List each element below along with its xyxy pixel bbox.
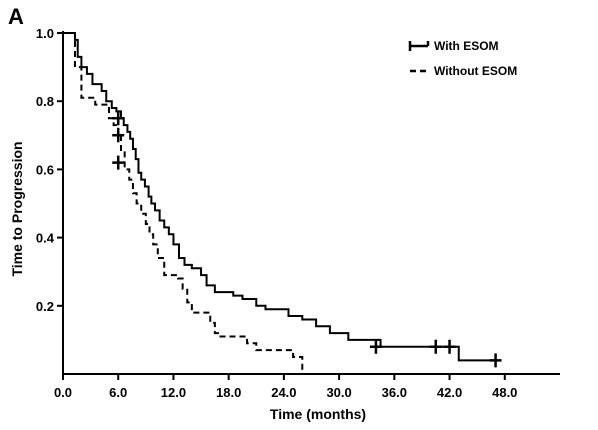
censor-marks bbox=[112, 111, 502, 368]
y-axis-label: Time to Progression bbox=[9, 141, 25, 276]
censor-mark bbox=[443, 339, 456, 354]
censor-mark bbox=[112, 111, 125, 126]
series-line-with-esom bbox=[63, 32, 501, 362]
x-axis-label: Time (months) bbox=[270, 406, 366, 422]
censor-mark bbox=[429, 339, 442, 354]
x-ticks: 0.0 6.0 12.0 18.0 24.0 30.0 36.0 42.0 48.0 bbox=[54, 374, 517, 400]
y-ticks: 0.2 0.4 0.6 0.8 1.0 bbox=[36, 26, 63, 314]
x-tick-label: 42.0 bbox=[437, 385, 462, 400]
x-tick-label: 30.0 bbox=[326, 385, 351, 400]
legend: With ESOM Without ESOM bbox=[408, 39, 517, 78]
series-group bbox=[63, 32, 501, 374]
x-tick-label: 12.0 bbox=[161, 385, 186, 400]
censor-mark bbox=[112, 128, 125, 143]
y-tick-label: 1.0 bbox=[36, 26, 54, 41]
legend-label: Without ESOM bbox=[434, 64, 517, 78]
censor-mark bbox=[489, 353, 502, 368]
legend-label: With ESOM bbox=[434, 39, 499, 53]
y-tick-label: 0.4 bbox=[36, 231, 55, 246]
x-tick-label: 6.0 bbox=[109, 385, 127, 400]
censor-mark bbox=[369, 339, 382, 354]
x-tick-label: 0.0 bbox=[54, 385, 72, 400]
panel-label: A bbox=[8, 4, 24, 29]
censor-mark bbox=[112, 155, 125, 170]
x-tick-label: 36.0 bbox=[382, 385, 407, 400]
series-line-without-esom bbox=[63, 32, 304, 374]
y-tick-label: 0.6 bbox=[36, 162, 54, 177]
x-tick-label: 24.0 bbox=[271, 385, 296, 400]
x-tick-label: 18.0 bbox=[216, 385, 241, 400]
y-tick-label: 0.2 bbox=[36, 299, 54, 314]
y-tick-label: 0.8 bbox=[36, 94, 54, 109]
x-tick-label: 48.0 bbox=[492, 385, 517, 400]
axes bbox=[62, 31, 560, 375]
